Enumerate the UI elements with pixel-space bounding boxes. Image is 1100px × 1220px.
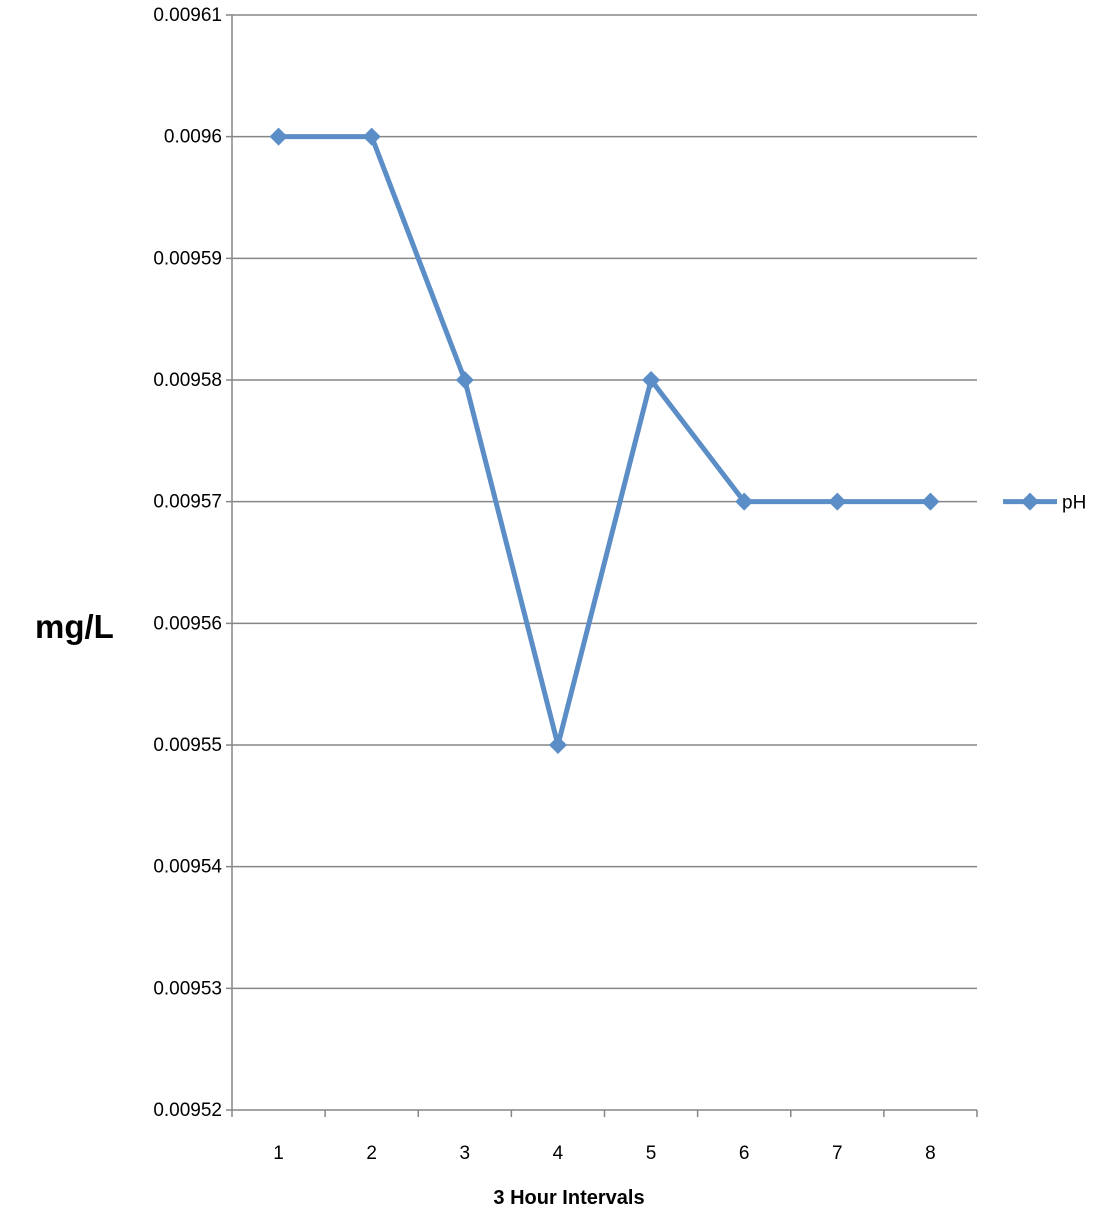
x-tick-label: 3: [460, 1143, 471, 1164]
x-axis-title: 3 Hour Intervals: [493, 1187, 644, 1209]
y-tick-label: 0.00953: [153, 978, 222, 999]
y-tick-label: 0.0096: [164, 127, 222, 148]
y-tick-label: 0.00955: [153, 735, 222, 756]
data-point: [548, 736, 567, 754]
legend: pH: [1003, 492, 1086, 514]
axes: [231, 15, 978, 1117]
x-tick-label: 1: [273, 1143, 284, 1164]
data-point: [828, 492, 847, 511]
series-layer: [269, 127, 940, 754]
x-tick-label: 7: [832, 1143, 843, 1164]
legend-marker-pH: [1021, 492, 1039, 511]
x-tick-label: 4: [553, 1143, 564, 1164]
y-tick-label: 0.00958: [153, 370, 222, 391]
data-point: [735, 492, 754, 511]
gridlines: [226, 14, 977, 1111]
x-tick-label: 6: [739, 1143, 750, 1164]
y-tick-label: 0.00952: [153, 1100, 222, 1121]
y-tick-label: 0.00959: [153, 248, 222, 269]
y-tick-label: 0.00961: [153, 5, 222, 26]
data-point: [642, 371, 661, 389]
y-tick-label: 0.00956: [153, 613, 222, 634]
data-point: [455, 371, 474, 389]
x-tick-label: 8: [925, 1143, 936, 1164]
y-tick-label: 0.00954: [153, 857, 222, 878]
data-point: [921, 492, 940, 511]
data-point: [269, 127, 288, 146]
x-tick-labels: 1 2 3 4 5 6 7 8: [273, 1143, 935, 1164]
x-tick-label: 2: [366, 1143, 377, 1164]
x-tick-label: 5: [646, 1143, 657, 1164]
y-tick-label: 0.00957: [153, 492, 222, 513]
legend-label-pH: pH: [1062, 493, 1086, 514]
data-point: [362, 127, 381, 146]
y-tick-labels: 0.00952 0.00953 0.00954 0.00955 0.00956 0.009…: [153, 5, 222, 1121]
y-axis-title: mg/L: [35, 608, 114, 645]
series-line-pH: [278, 134, 931, 748]
